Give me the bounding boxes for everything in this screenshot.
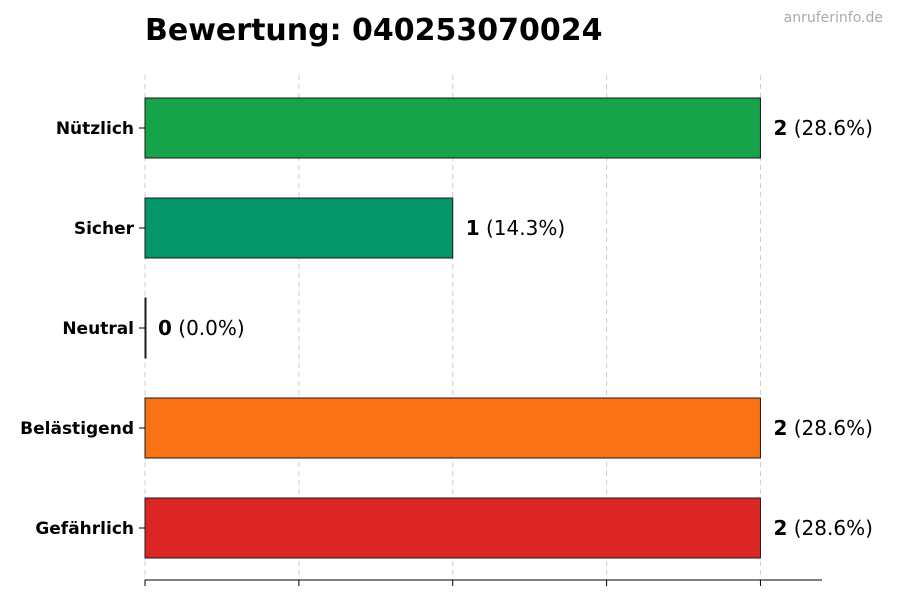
bar-1 [144, 197, 454, 259]
value-percent-2: (0.0%) [172, 316, 245, 340]
value-label-1: 1 (14.3%) [466, 216, 565, 240]
value-count-0: 2 [773, 116, 787, 140]
value-percent-1: (14.3%) [480, 216, 566, 240]
value-label-4: 2 (28.6%) [773, 516, 872, 540]
value-percent-3: (28.6%) [787, 416, 873, 440]
chart-title: Bewertung: 040253070024 [145, 13, 603, 48]
category-label-2: Neutral [62, 319, 134, 339]
category-label-1: Sicher [74, 219, 135, 239]
bar-3 [144, 397, 761, 459]
labels: Nützlich 2 (28.6%) Sicher 1 (14.3%) Neutral 0… [20, 116, 873, 540]
x-axis [139, 127, 822, 586]
category-label-4: Gefährlich [35, 519, 134, 539]
value-label-3: 2 (28.6%) [773, 416, 872, 440]
value-percent-0: (28.6%) [787, 116, 873, 140]
value-label-0: 2 (28.6%) [773, 116, 872, 140]
bar-2 [144, 297, 147, 359]
watermark: anruferinfo.de [784, 10, 883, 26]
category-label-0: Nützlich [56, 119, 134, 139]
value-count-1: 1 [466, 216, 480, 240]
value-count-2: 0 [158, 316, 172, 340]
value-percent-4: (28.6%) [787, 516, 873, 540]
bar-4 [144, 497, 761, 559]
category-label-3: Belästigend [20, 419, 134, 439]
value-count-4: 2 [773, 516, 787, 540]
bar-0 [144, 97, 761, 159]
value-label-2: 0 (0.0%) [158, 316, 245, 340]
bars [144, 97, 761, 559]
value-count-3: 2 [773, 416, 787, 440]
